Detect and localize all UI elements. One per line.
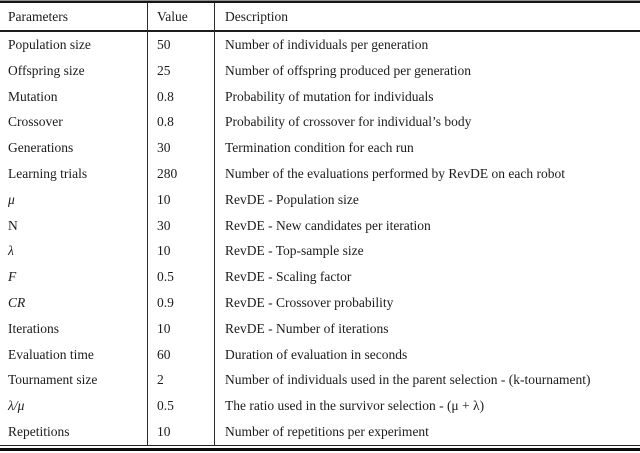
value-cell: 0.8 bbox=[157, 88, 174, 104]
param-cell: CR bbox=[8, 295, 26, 311]
header-separator-rule bbox=[0, 30, 640, 32]
param-cell: Generations bbox=[8, 140, 74, 156]
value-cell: 10 bbox=[157, 243, 171, 259]
table-row: Crossover 0.8 Probability of crossover for… bbox=[0, 109, 640, 135]
table-body: Population size 50 Number of individuals p… bbox=[0, 32, 640, 445]
table-row: Mutation 0.8 Probability of mutation for i… bbox=[0, 84, 640, 110]
value-cell: 60 bbox=[157, 346, 171, 362]
value-cell: 0.5 bbox=[157, 398, 174, 414]
value-cell: 10 bbox=[157, 191, 171, 207]
header-description: Description bbox=[225, 8, 288, 24]
desc-cell: The ratio used in the survivor selection… bbox=[225, 398, 485, 414]
desc-cell: RevDE - Number of iterations bbox=[225, 320, 389, 336]
desc-cell: Number of offspring produced per generat… bbox=[225, 62, 472, 78]
desc-cell: RevDE - New candidates per iteration bbox=[225, 217, 431, 233]
table-header-row: Parameters Value Description bbox=[0, 3, 640, 30]
param-cell: Crossover bbox=[8, 114, 63, 130]
table-row: Repetitions 10 Number of repetitions per e… bbox=[0, 419, 640, 445]
table-row: λ/μ 0.5 The ratio used in the survivor sel… bbox=[0, 393, 640, 419]
table-row: Generations 30 Termination condition for e… bbox=[0, 135, 640, 161]
table-row: Population size 50 Number of individuals p… bbox=[0, 32, 640, 58]
desc-cell: Probability of mutation for individuals bbox=[225, 88, 434, 104]
column-separator-2 bbox=[214, 3, 215, 445]
desc-cell: Number of the evaluations performed by R… bbox=[225, 165, 566, 181]
desc-cell: RevDE - Top-sample size bbox=[225, 243, 364, 259]
desc-cell: RevDE - Scaling factor bbox=[225, 269, 352, 285]
table-row: Offspring size 25 Number of offspring prod… bbox=[0, 58, 640, 84]
param-cell: Repetitions bbox=[8, 424, 70, 440]
column-separator-1 bbox=[147, 3, 148, 445]
param-cell: Evaluation time bbox=[8, 346, 94, 362]
table-top-rule-light bbox=[0, 0, 640, 1]
header-value: Value bbox=[157, 8, 188, 24]
desc-cell: Termination condition for each run bbox=[225, 140, 414, 156]
value-cell: 30 bbox=[157, 217, 171, 233]
param-cell: F bbox=[8, 269, 17, 285]
desc-cell: RevDE - Population size bbox=[225, 191, 359, 207]
param-cell: Mutation bbox=[8, 88, 58, 104]
value-cell: 0.8 bbox=[157, 114, 174, 130]
param-cell: N bbox=[8, 217, 18, 233]
value-cell: 50 bbox=[157, 36, 171, 52]
table-row: μ 10 RevDE - Population size bbox=[0, 187, 640, 213]
desc-cell: Duration of evaluation in seconds bbox=[225, 346, 408, 362]
table-row: Iterations 10 RevDE - Number of iterations bbox=[0, 316, 640, 342]
table-row: Tournament size 2 Number of individuals us… bbox=[0, 368, 640, 394]
table-row: Evaluation time 60 Duration of evaluation … bbox=[0, 342, 640, 368]
param-cell: Population size bbox=[8, 36, 91, 52]
param-cell: λ/μ bbox=[8, 398, 25, 414]
value-cell: 30 bbox=[157, 140, 171, 156]
table-row: N 30 RevDE - New candidates per iteration bbox=[0, 213, 640, 239]
table-top-rule-dark bbox=[0, 1, 640, 3]
desc-cell: Number of repetitions per experiment bbox=[225, 424, 429, 440]
param-cell: Offspring size bbox=[8, 62, 85, 78]
value-cell: 0.9 bbox=[157, 295, 174, 311]
desc-cell: Probability of crossover for individual’… bbox=[225, 114, 472, 130]
value-cell: 2 bbox=[157, 372, 164, 388]
param-cell: Learning trials bbox=[8, 165, 88, 181]
value-cell: 280 bbox=[157, 165, 178, 181]
table-bottom-rule-thick bbox=[0, 448, 640, 451]
desc-cell: RevDE - Crossover probability bbox=[225, 295, 394, 311]
value-cell: 25 bbox=[157, 62, 171, 78]
param-cell: μ bbox=[8, 191, 15, 207]
value-cell: 0.5 bbox=[157, 269, 174, 285]
table-row: F 0.5 RevDE - Scaling factor bbox=[0, 264, 640, 290]
param-cell: Iterations bbox=[8, 320, 59, 336]
desc-cell: Number of individuals per generation bbox=[225, 36, 429, 52]
table-bottom-rule-thin bbox=[0, 445, 640, 446]
value-cell: 10 bbox=[157, 320, 171, 336]
desc-cell: Number of individuals used in the parent… bbox=[225, 372, 591, 388]
param-cell: λ bbox=[8, 243, 14, 259]
table-bottom-rule-gap bbox=[0, 446, 640, 448]
table-row: Learning trials 280 Number of the evaluati… bbox=[0, 161, 640, 187]
header-parameters: Parameters bbox=[8, 8, 68, 24]
table-row: CR 0.9 RevDE - Crossover probability bbox=[0, 290, 640, 316]
table-row: λ 10 RevDE - Top-sample size bbox=[0, 239, 640, 265]
value-cell: 10 bbox=[157, 424, 171, 440]
param-cell: Tournament size bbox=[8, 372, 98, 388]
